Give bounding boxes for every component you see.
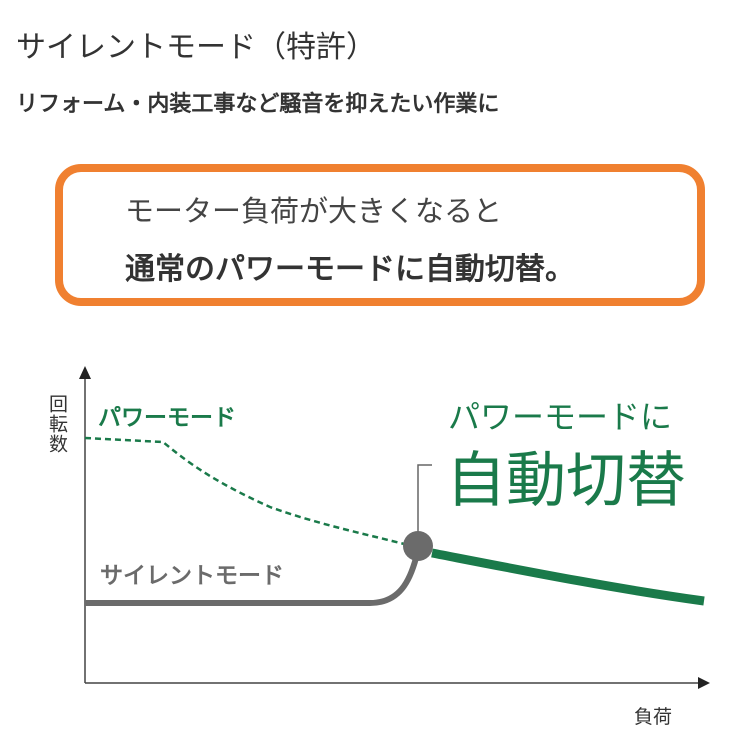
x-axis-label: 負荷 [634,706,673,728]
page-subtitle: リフォーム・内装工事など騒音を抑えたい作業に [16,92,500,117]
callout-box [55,164,705,306]
power-mode-curve [84,436,413,548]
y-axis-arrow [79,366,91,379]
switch-label-small: パワーモードに [448,398,673,436]
connector-line [417,464,432,532]
callout-line-2: 通常のパワーモードに自動切替。 [125,252,575,287]
power-mode-label: パワーモード [98,405,236,431]
page-title: サイレントモード（特許） [16,30,376,65]
switch-label-big: 自動切替 [446,446,686,516]
x-axis-arrow [698,677,710,689]
y-axis-label: 回転数 [46,394,68,454]
silent-mode-label: サイレントモード [100,563,284,589]
silent-mode-curve [85,557,419,606]
auto-switch-curve [431,548,705,606]
switch-point [403,531,433,561]
callout-line-1: モーター負荷が大きくなると [125,194,503,228]
